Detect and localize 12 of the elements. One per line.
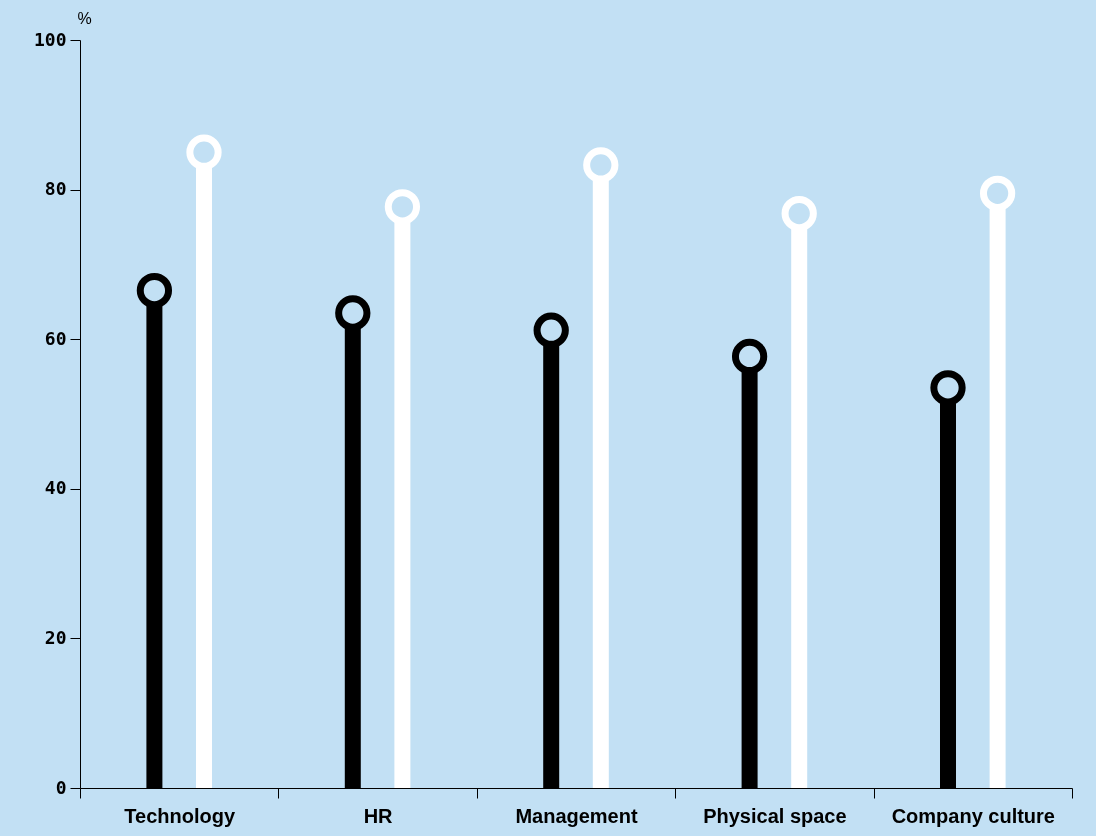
x-tick-label: Technology (124, 804, 236, 827)
x-tick-label: HR (363, 804, 394, 827)
y-tick-label: 80 (44, 178, 67, 200)
y-tick-label: 60 (44, 327, 67, 349)
y-axis-title: % (77, 9, 92, 27)
y-tick-label: 20 (44, 626, 67, 648)
y-tick-label: 40 (44, 477, 67, 499)
x-tick-label: Company culture (891, 804, 1055, 827)
y-tick-label: 0 (55, 776, 67, 798)
y-tick-label: 100 (33, 28, 67, 50)
x-tick-label: Physical space (703, 804, 847, 827)
x-tick-label: Management (515, 804, 638, 827)
